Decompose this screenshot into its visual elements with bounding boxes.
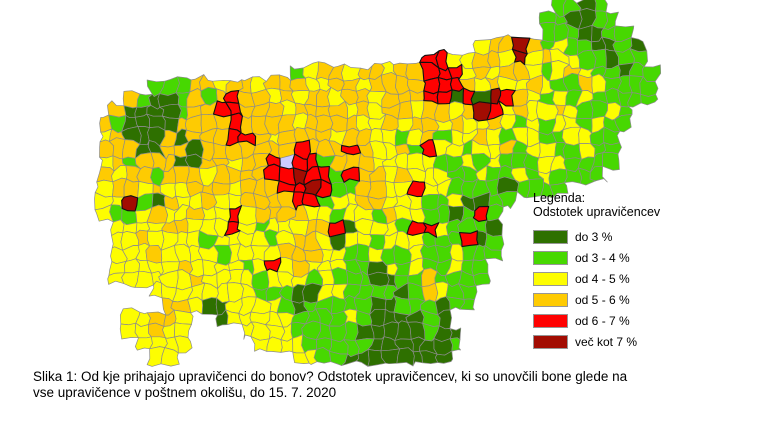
map-region <box>549 182 569 199</box>
legend-item-label: od 3 - 4 % <box>575 250 630 265</box>
legend-item-label: od 6 - 7 % <box>575 313 630 328</box>
map-region <box>486 100 504 121</box>
map-region <box>302 61 319 80</box>
map-region <box>331 267 349 285</box>
map-region <box>562 143 582 160</box>
map-region <box>96 166 115 183</box>
legend-item: do 3 % <box>533 226 660 247</box>
map-region <box>602 142 622 155</box>
map-region <box>266 336 283 353</box>
legend-swatch-5-6 <box>533 292 568 307</box>
map-region <box>561 126 582 146</box>
map-region <box>211 142 228 159</box>
map-region <box>437 76 453 93</box>
map-region <box>538 10 557 25</box>
legend-swatch-do-3 <box>533 229 568 244</box>
map-region <box>497 191 518 209</box>
legend-item: od 4 - 5 % <box>533 268 660 289</box>
caption-line-2: vse upravičence v poštnem okolišu, do 15… <box>33 385 337 400</box>
map-region <box>449 243 464 262</box>
map-region <box>458 230 479 248</box>
map-region <box>473 272 491 286</box>
map-region <box>472 205 490 222</box>
legend-swatch-6-7 <box>533 313 568 328</box>
legend-title: Legenda: <box>533 191 586 205</box>
map-region <box>369 308 386 327</box>
map-region <box>594 0 608 13</box>
map-region <box>640 93 659 106</box>
figure-caption: Slika 1: Od kje prihajajo upravičenci do… <box>33 369 749 401</box>
map-region <box>436 89 453 105</box>
map-region <box>406 180 426 198</box>
map-region <box>211 181 231 196</box>
map-region <box>224 220 241 236</box>
map-region <box>589 165 608 183</box>
legend-subtitle: Odstotek upravičencev <box>533 205 661 219</box>
map-region <box>483 245 504 262</box>
map-region <box>396 347 415 367</box>
map-region <box>485 218 503 237</box>
legend-item: od 6 - 7 % <box>533 310 660 331</box>
map-region <box>301 192 321 208</box>
map-region <box>327 219 346 238</box>
legend-items: do 3 % od 3 - 4 % od 4 - 5 % od 5 - 6 % … <box>533 226 660 352</box>
legend-swatch-3-4 <box>533 250 568 265</box>
map-region <box>459 298 475 311</box>
legend: Legenda: Odstotek upravičencev do 3 % od… <box>533 191 660 352</box>
map-region <box>174 335 193 354</box>
caption-line-1: Slika 1: Od kje prihajajo upravičenci do… <box>33 369 628 384</box>
map-region <box>121 195 139 212</box>
legend-item: več kot 7 % <box>533 331 660 352</box>
map-region <box>421 194 440 211</box>
map-region <box>201 297 218 316</box>
map-region <box>263 257 282 273</box>
legend-item-label: več kot 7 % <box>575 334 638 349</box>
map-region <box>614 113 633 133</box>
legend-item-label: od 4 - 5 % <box>575 271 630 286</box>
map-regions-highlight <box>121 36 531 273</box>
map-region <box>437 204 450 224</box>
map-region <box>434 103 451 123</box>
map-region <box>434 350 454 364</box>
map-region <box>511 48 528 66</box>
map-region <box>538 142 557 159</box>
legend-swatch-7plus <box>533 334 568 349</box>
map-region <box>397 100 414 120</box>
legend-item: od 5 - 6 % <box>533 289 660 310</box>
map-region <box>340 166 360 183</box>
map-region <box>107 100 127 118</box>
map-region <box>602 152 620 171</box>
map-region <box>186 230 201 248</box>
map-region <box>394 261 411 277</box>
map-region <box>419 139 438 158</box>
map-region <box>422 222 440 238</box>
map-region <box>174 322 192 338</box>
map-region <box>340 144 362 156</box>
map-region <box>237 132 257 147</box>
legend-item-label: od 5 - 6 % <box>575 292 630 307</box>
map-region <box>123 178 140 199</box>
legend-swatch-4-5 <box>533 271 568 286</box>
map-region <box>539 22 556 43</box>
map-region <box>449 337 461 352</box>
map-region <box>262 74 281 90</box>
map-region <box>355 243 370 262</box>
legend-item: od 3 - 4 % <box>533 247 660 268</box>
map-region <box>497 88 516 107</box>
map-region <box>367 180 387 200</box>
map-region <box>314 178 333 199</box>
map-region <box>160 347 180 367</box>
legend-item-label: do 3 % <box>575 229 613 244</box>
